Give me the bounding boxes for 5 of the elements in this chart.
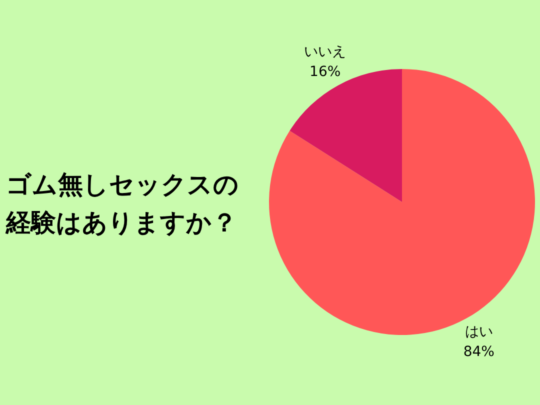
data-label: 16%: [310, 64, 341, 80]
title: ゴム無しセックスの経験はありますか？: [6, 169, 240, 239]
slice-label: はい: [464, 324, 493, 340]
slice-label: いいえ: [304, 44, 346, 60]
data-label: 84%: [463, 344, 494, 360]
